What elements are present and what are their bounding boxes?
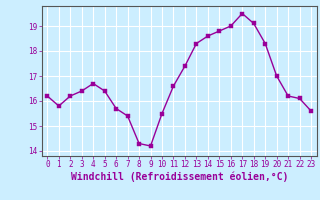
X-axis label: Windchill (Refroidissement éolien,°C): Windchill (Refroidissement éolien,°C) — [70, 172, 288, 182]
